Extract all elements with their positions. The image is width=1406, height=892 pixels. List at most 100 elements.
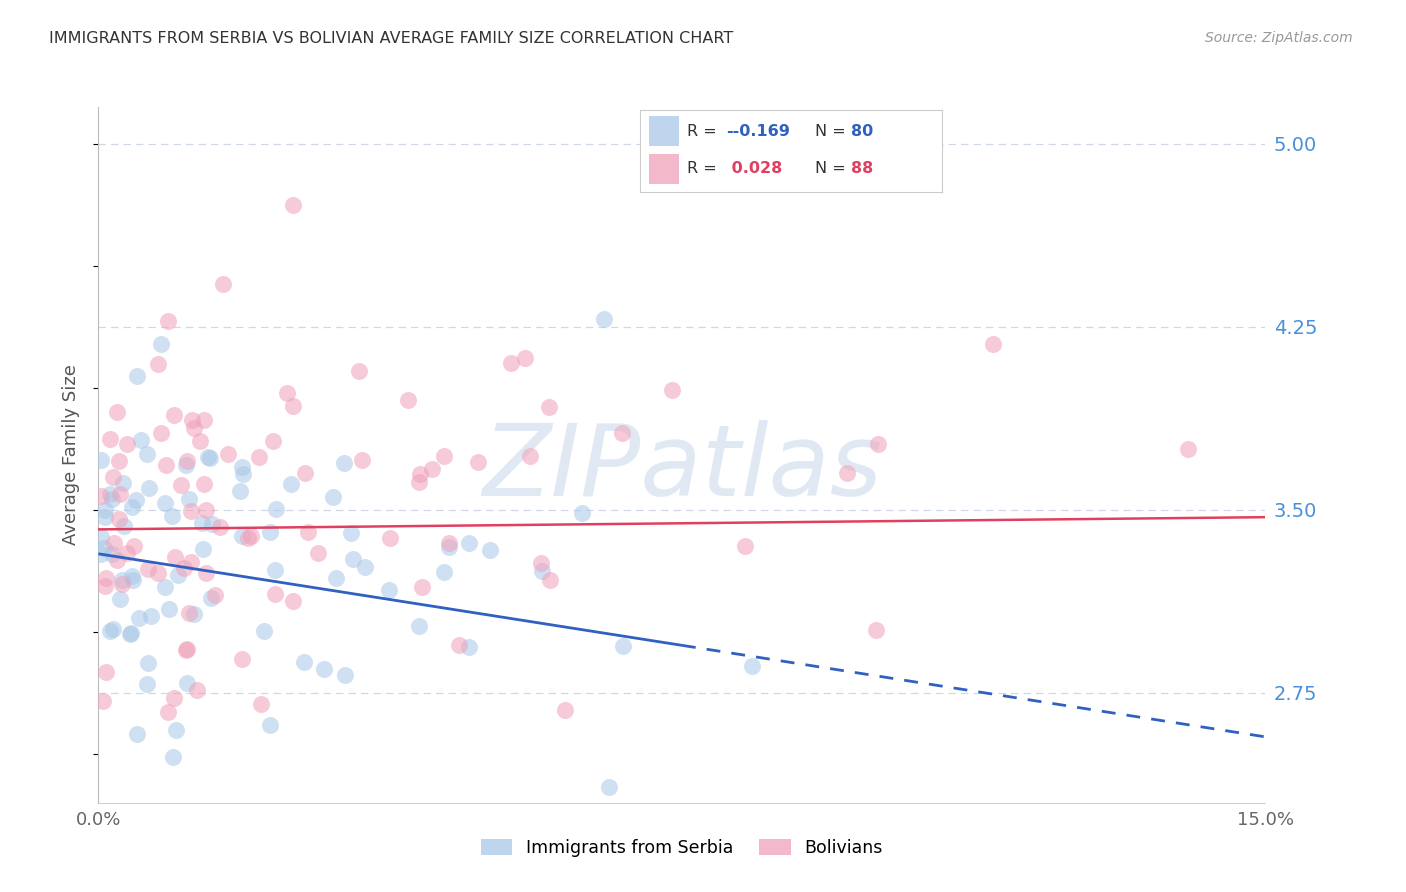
Point <box>253 624 276 638</box>
Point <box>240 529 263 543</box>
Point <box>209 520 232 534</box>
Point <box>136 561 159 575</box>
Point <box>593 312 616 326</box>
Point <box>157 314 180 328</box>
Point <box>433 449 456 463</box>
Point <box>449 638 471 652</box>
Point <box>837 467 859 481</box>
Point <box>98 487 121 501</box>
Point <box>131 433 153 447</box>
Point <box>120 626 142 640</box>
Point <box>180 555 202 569</box>
Point <box>1177 442 1199 456</box>
Point <box>122 573 145 587</box>
Point <box>191 541 214 556</box>
Point <box>101 547 124 561</box>
Text: ZIPatlas: ZIPatlas <box>482 420 882 517</box>
Point <box>173 561 195 575</box>
Point <box>350 453 373 467</box>
Point <box>200 591 222 605</box>
Point <box>179 607 201 621</box>
Point <box>314 662 336 676</box>
Point <box>538 400 561 414</box>
Point <box>103 470 125 484</box>
Point <box>101 492 124 507</box>
Text: 0.028: 0.028 <box>725 161 782 177</box>
Point <box>149 336 172 351</box>
Point <box>457 640 479 655</box>
Point <box>111 476 134 491</box>
Point <box>105 405 128 419</box>
Text: 80: 80 <box>852 124 873 138</box>
Point <box>281 197 304 211</box>
Point <box>94 510 117 524</box>
Point <box>322 490 344 504</box>
Text: 88: 88 <box>852 161 873 177</box>
Point <box>146 357 169 371</box>
Point <box>439 536 461 550</box>
Point <box>457 536 479 550</box>
Point <box>108 591 131 606</box>
Point <box>181 413 204 427</box>
Point <box>162 508 184 523</box>
Point <box>94 571 117 585</box>
Y-axis label: Average Family Size: Average Family Size <box>62 365 80 545</box>
Point <box>177 492 200 507</box>
Point <box>378 531 401 545</box>
Point <box>262 434 284 448</box>
Point <box>281 593 304 607</box>
Point <box>101 623 124 637</box>
Point <box>865 624 887 638</box>
Point <box>342 551 364 566</box>
Point <box>98 433 121 447</box>
Point <box>176 454 198 468</box>
Point <box>163 408 186 422</box>
Point <box>91 694 114 708</box>
Text: R =: R = <box>686 161 721 177</box>
Point <box>183 607 205 621</box>
Point <box>259 524 281 539</box>
Point <box>90 453 112 467</box>
Point <box>531 564 554 578</box>
Point <box>176 676 198 690</box>
Point <box>325 571 347 585</box>
Point <box>232 467 254 482</box>
Point <box>307 546 329 560</box>
Point <box>439 541 461 555</box>
Point <box>408 475 430 489</box>
Point <box>115 546 138 560</box>
Point <box>193 413 215 427</box>
Point <box>231 460 253 475</box>
Point <box>292 655 315 669</box>
Point <box>170 478 193 492</box>
Point <box>408 618 430 632</box>
Point <box>188 434 211 449</box>
Point <box>162 750 184 764</box>
Text: --0.169: --0.169 <box>725 124 790 138</box>
Point <box>90 489 112 503</box>
Point <box>294 467 316 481</box>
Point <box>111 573 134 587</box>
Legend: Immigrants from Serbia, Bolivians: Immigrants from Serbia, Bolivians <box>474 831 890 863</box>
Point <box>259 717 281 731</box>
Point <box>250 697 273 711</box>
Point <box>121 568 143 582</box>
Point <box>153 495 176 509</box>
Point <box>868 437 890 451</box>
Point <box>612 639 634 653</box>
Point <box>411 580 433 594</box>
Point <box>138 481 160 495</box>
Point <box>121 500 143 515</box>
Point <box>229 483 252 498</box>
Point <box>136 447 159 461</box>
Point <box>354 560 377 574</box>
Text: Source: ZipAtlas.com: Source: ZipAtlas.com <box>1205 31 1353 45</box>
Point <box>347 364 370 378</box>
Point <box>197 450 219 465</box>
Point <box>396 392 419 407</box>
Point <box>163 691 186 706</box>
Point <box>217 447 239 461</box>
Point <box>332 457 354 471</box>
Point <box>378 582 401 597</box>
Point <box>193 476 215 491</box>
